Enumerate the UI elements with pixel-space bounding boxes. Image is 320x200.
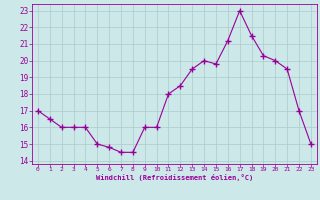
X-axis label: Windchill (Refroidissement éolien,°C): Windchill (Refroidissement éolien,°C) [96, 174, 253, 181]
